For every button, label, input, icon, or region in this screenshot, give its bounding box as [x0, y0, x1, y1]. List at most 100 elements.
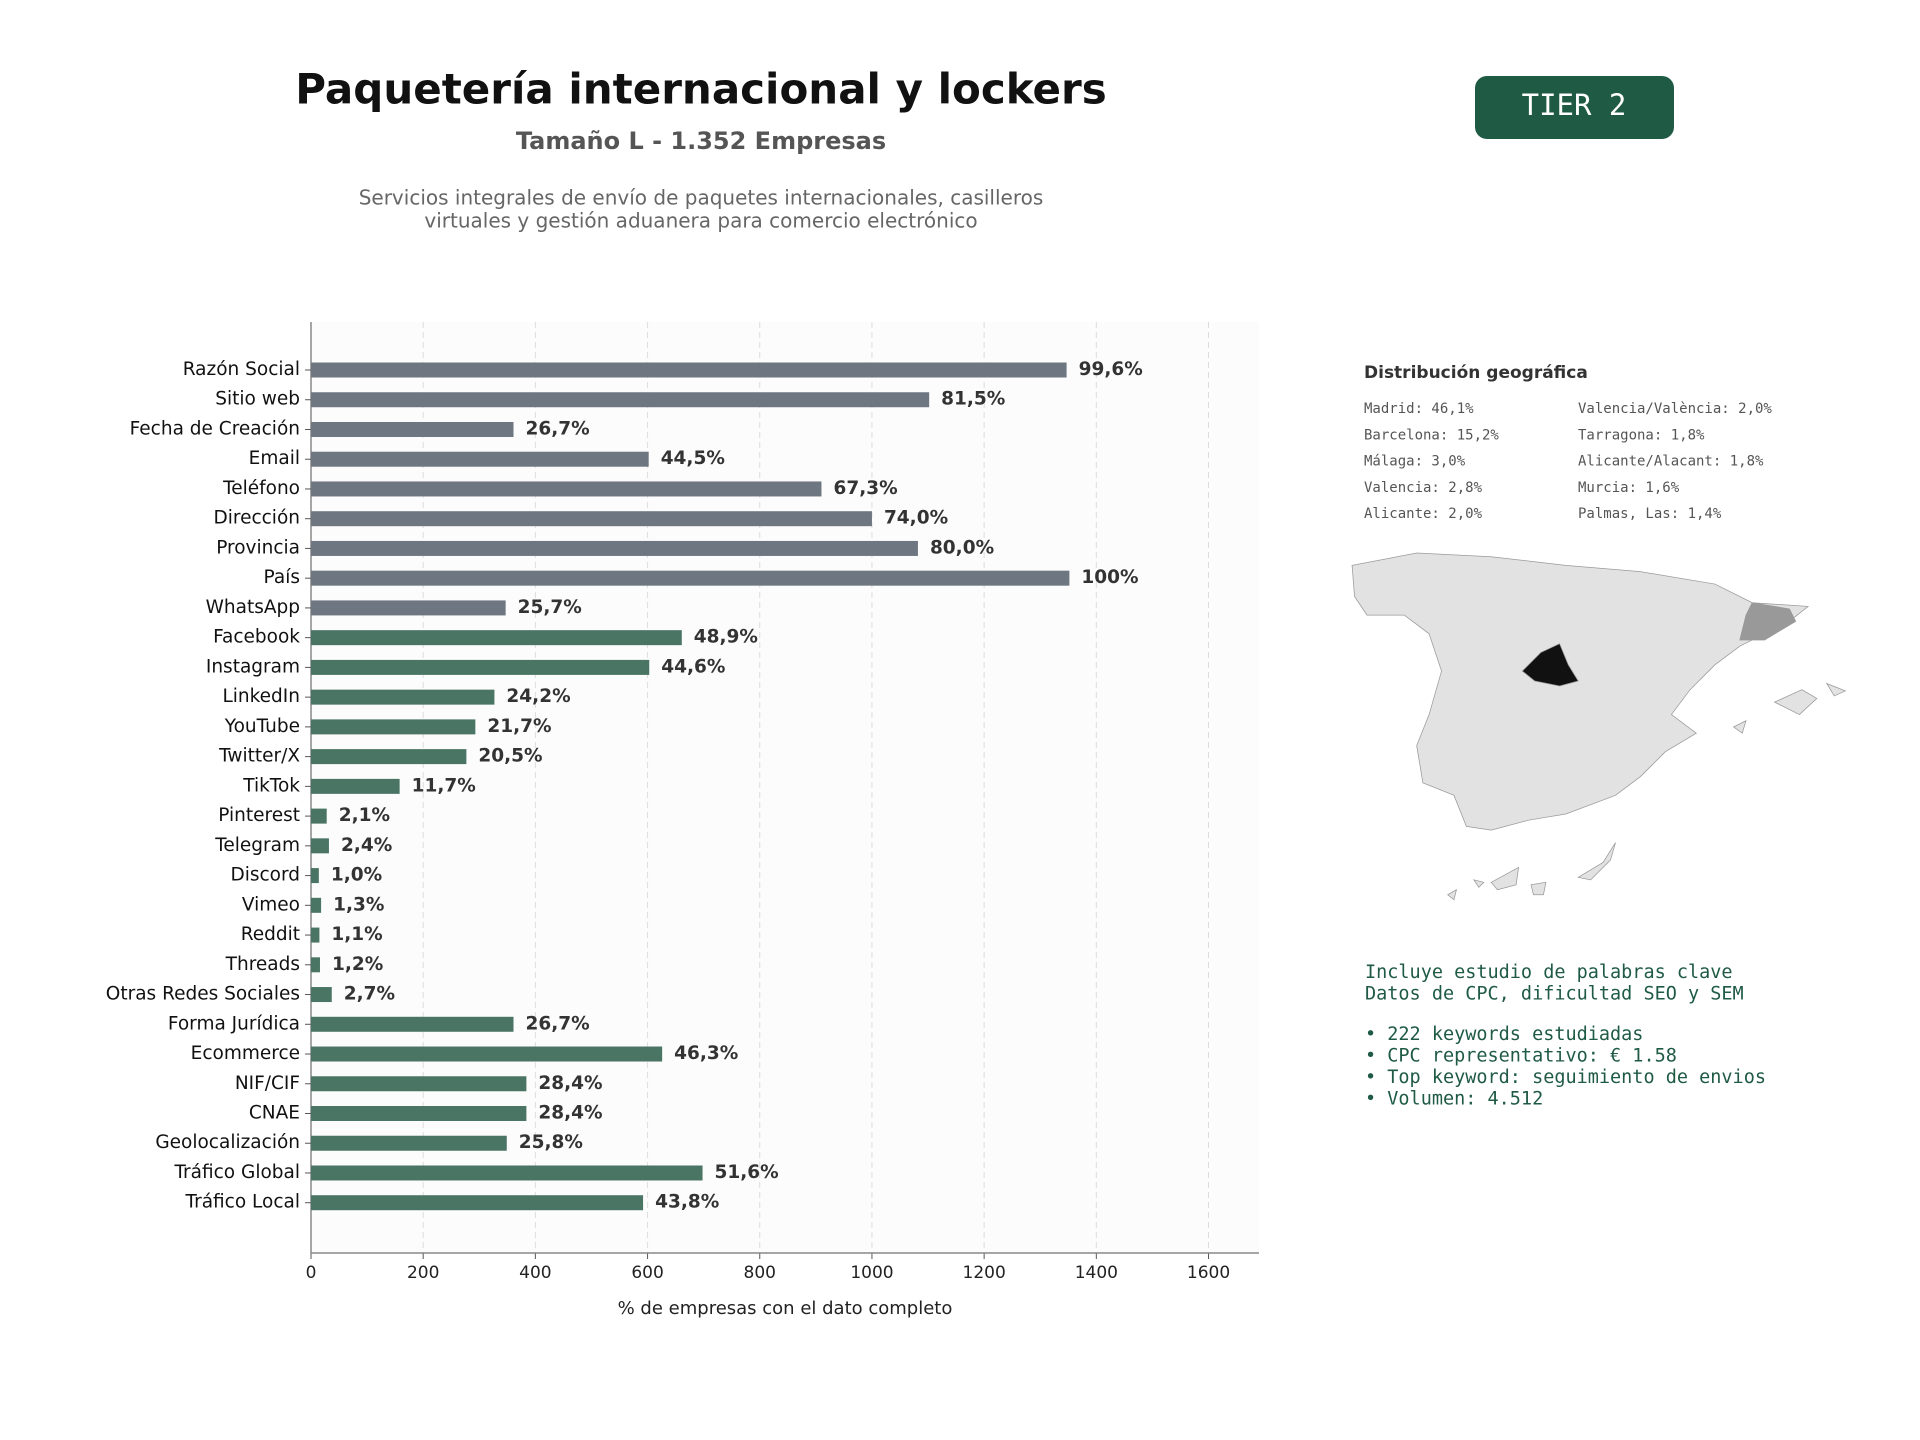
x-tick-label: 400	[519, 1263, 551, 1283]
y-tick-label: Fecha de Creación	[130, 418, 300, 439]
value-label: 100%	[1081, 567, 1138, 588]
value-label: 2,4%	[341, 835, 392, 856]
value-label: 11,7%	[412, 775, 476, 796]
bar	[311, 511, 872, 527]
y-tick-label: Tráfico Global	[173, 1162, 300, 1183]
badge	[1475, 76, 1674, 139]
value-label: 24,2%	[506, 686, 570, 707]
y-tick-label: Ecommerce	[191, 1043, 300, 1064]
bar	[311, 421, 514, 437]
y-tick-label: Instagram	[206, 656, 300, 677]
y-tick-label: WhatsApp	[206, 597, 300, 618]
y-tick-label: CNAE	[249, 1103, 300, 1124]
value-label: 25,8%	[519, 1132, 583, 1153]
value-label: 20,5%	[478, 746, 542, 767]
description: virtuales y gestión aduanera para comerc…	[424, 209, 977, 233]
value-label: 1,3%	[333, 894, 384, 915]
bar	[311, 451, 649, 467]
value-label: 1,2%	[332, 954, 383, 975]
geo-item: Alicante: 2,0%	[1364, 506, 1483, 522]
info-bullet: • CPC representativo: € 1.58	[1365, 1046, 1677, 1067]
bar	[311, 778, 400, 794]
x-tick-label: 1600	[1187, 1263, 1230, 1283]
map-mainland	[1351, 552, 1810, 831]
y-tick-label: TikTok	[242, 775, 300, 796]
geo-item: Murcia: 1,6%	[1578, 480, 1680, 496]
map-islands	[1447, 842, 1616, 901]
x-tick-label: 600	[631, 1263, 663, 1283]
bar	[311, 957, 320, 973]
map-region	[1521, 643, 1579, 687]
x-axis-label: % de empresas con el dato completo	[618, 1298, 953, 1319]
bar	[311, 719, 476, 735]
y-tick-label: Tráfico Local	[185, 1192, 301, 1213]
bar	[311, 1046, 663, 1062]
value-label: 43,8%	[655, 1192, 719, 1213]
y-tick-label: Discord	[230, 865, 300, 886]
plot-area	[311, 322, 1259, 1253]
value-label: 81,5%	[941, 389, 1005, 410]
info-bullet: • Top keyword: seguimiento de envios	[1365, 1067, 1766, 1088]
bar	[311, 1106, 527, 1121]
y-tick-label: Geolocalización	[155, 1132, 300, 1153]
bar	[311, 659, 650, 675]
geo-item: Barcelona: 15,2%	[1364, 427, 1499, 443]
value-label: 99,6%	[1079, 359, 1143, 380]
bar	[311, 1165, 703, 1181]
bar	[311, 540, 918, 556]
x-tick-label: 0	[306, 1263, 317, 1283]
value-label: 1,0%	[331, 865, 382, 886]
value-label: 2,1%	[339, 805, 390, 826]
value-label: 21,7%	[487, 716, 551, 737]
x-tick-label: 1200	[963, 1263, 1006, 1283]
value-label: 25,7%	[518, 597, 582, 618]
info-bullet: • 222 keywords estudiadas	[1365, 1024, 1643, 1045]
y-tick-label: Sitio web	[215, 389, 300, 410]
value-label: 74,0%	[884, 508, 948, 529]
info-bullet: • Volumen: 4.512	[1365, 1089, 1543, 1110]
bar	[311, 1016, 514, 1032]
value-label: 2,7%	[344, 984, 395, 1005]
info-line: Datos de CPC, dificultad SEO y SEM	[1365, 984, 1744, 1005]
y-tick-label: Forma Jurídica	[168, 1013, 300, 1034]
bar	[311, 392, 930, 408]
subtitle: Tamaño L - 1.352 Empresas	[516, 127, 886, 155]
map-islands	[1732, 682, 1847, 734]
y-tick-label: LinkedIn	[222, 686, 300, 707]
y-tick-label: País	[264, 567, 300, 588]
y-tick-label: YouTube	[224, 716, 300, 737]
value-label: 51,6%	[715, 1162, 779, 1183]
value-label: 44,6%	[661, 656, 725, 677]
y-tick-label: Teléfono	[222, 478, 300, 499]
y-tick-label: Provincia	[216, 537, 300, 558]
x-tick-label: 1400	[1075, 1263, 1118, 1283]
bar	[311, 570, 1070, 586]
bar	[311, 808, 327, 824]
y-tick-label: Otras Redes Sociales	[106, 984, 300, 1005]
bar	[311, 481, 822, 497]
y-tick-label: Telegram	[214, 835, 300, 856]
y-tick-label: Razón Social	[183, 359, 300, 380]
geo-title: Distribución geográfica	[1364, 363, 1588, 383]
info-line: Incluye estudio de palabras clave	[1365, 962, 1733, 983]
y-tick-label: Facebook	[213, 627, 300, 648]
geo-item: Palmas, Las: 1,4%	[1578, 506, 1722, 522]
bar	[311, 1195, 644, 1211]
geo-item: Valencia/València: 2,0%	[1578, 401, 1772, 417]
bar	[311, 749, 467, 765]
value-label: 1,1%	[331, 924, 382, 945]
bar	[311, 362, 1067, 378]
badge-text: TIER 2	[1522, 88, 1627, 122]
geo-item: Tarragona: 1,8%	[1578, 427, 1705, 443]
description: Servicios integrales de envío de paquete…	[359, 186, 1044, 210]
geo-item: Valencia: 2,8%	[1364, 480, 1483, 496]
geo-item: Madrid: 46,1%	[1364, 401, 1474, 417]
x-tick-label: 1000	[850, 1263, 893, 1283]
bar	[311, 927, 320, 943]
title: Paquetería internacional y lockers	[295, 65, 1106, 114]
bar	[311, 838, 329, 854]
value-label: 26,7%	[526, 1013, 590, 1034]
y-tick-label: Vimeo	[242, 894, 300, 915]
